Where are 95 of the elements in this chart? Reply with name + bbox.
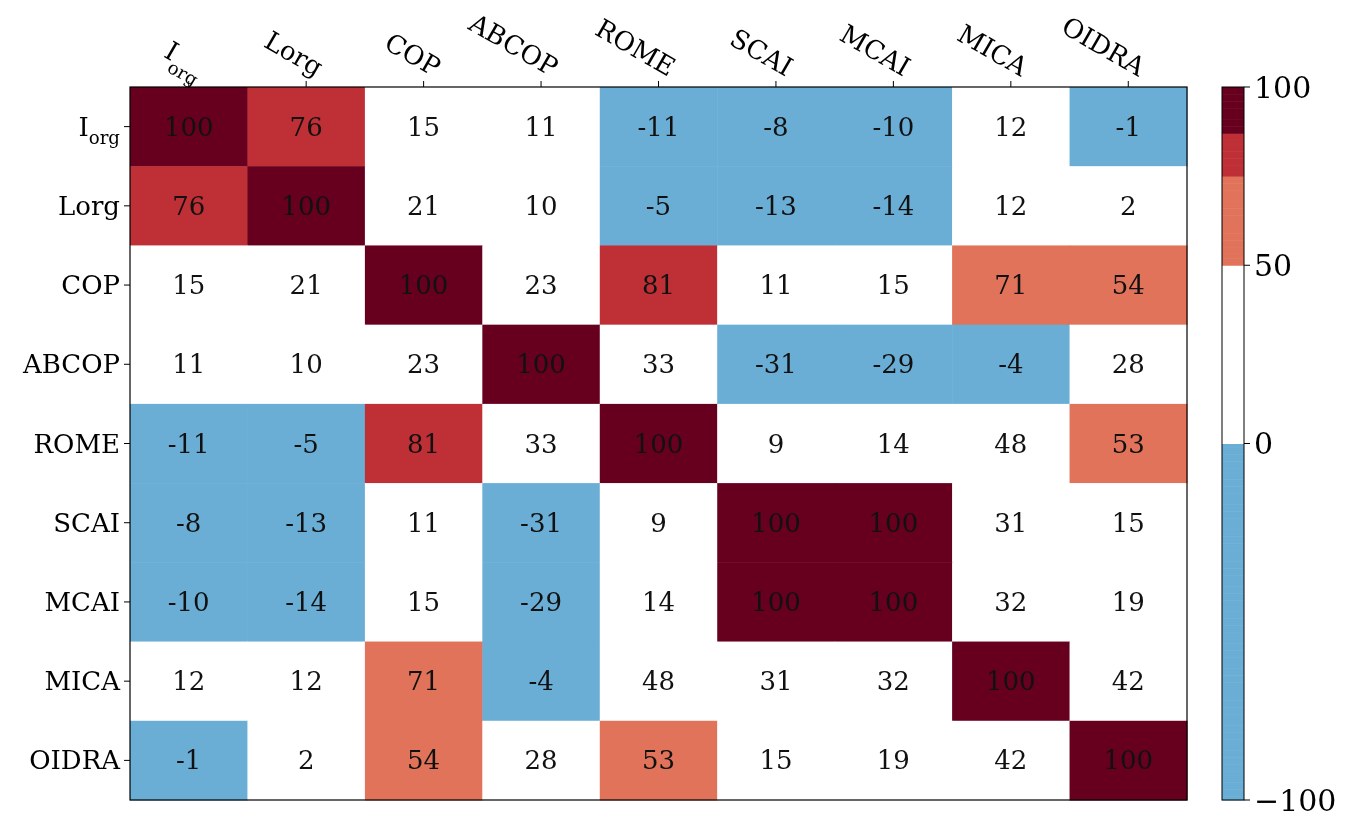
data-label: -4 [528, 666, 554, 697]
data-label: 19 [876, 745, 910, 776]
data-label: 81 [641, 270, 676, 301]
data-label: 33 [524, 428, 558, 459]
data-label: 2 [297, 745, 315, 776]
data-label: 31 [759, 666, 793, 697]
data-label: 12 [289, 666, 323, 697]
data-label: 32 [994, 586, 1028, 617]
color-bar-label: 100 [1254, 69, 1312, 105]
data-label: 100 [868, 586, 919, 617]
data-label: -13 [285, 507, 328, 538]
data-label: 100 [398, 270, 449, 301]
y-tick-label: Lorg [58, 190, 120, 221]
data-label: 15 [407, 111, 441, 142]
data-label: 71 [407, 666, 441, 697]
data-label: 28 [1111, 349, 1145, 380]
data-label: 32 [876, 666, 910, 697]
y-tick-label: I$_{org}$ [78, 111, 121, 148]
data-label: -31 [755, 349, 797, 380]
data-label: 54 [1111, 270, 1145, 301]
data-label: 2 [1120, 190, 1137, 221]
data-label: 48 [994, 428, 1028, 459]
data-label: 14 [876, 428, 910, 459]
data-label: 71 [994, 270, 1028, 301]
data-label: -8 [763, 111, 789, 142]
data-label: 11 [407, 507, 441, 538]
data-label: 31 [994, 507, 1028, 538]
data-label: -4 [998, 349, 1024, 380]
color-bar-label: 0 [1254, 426, 1274, 461]
data-label: 10 [524, 190, 558, 221]
data-label: 100 [751, 507, 801, 538]
data-label: 53 [1111, 428, 1145, 459]
data-label: -13 [755, 190, 797, 221]
data-label: 53 [641, 745, 676, 776]
data-label: 76 [172, 190, 206, 221]
data-label: -29 [872, 349, 915, 380]
data-label: 81 [407, 428, 441, 459]
data-label: -1 [1115, 111, 1141, 142]
data-label: 15 [407, 586, 441, 617]
data-label: 9 [767, 428, 785, 459]
data-label: 21 [407, 190, 441, 221]
data-label: 100 [751, 586, 801, 617]
data-label: 100 [868, 507, 919, 538]
data-label: 48 [641, 666, 676, 697]
y-tick-label: MICA [44, 666, 122, 697]
y-tick-label: ROME [33, 428, 120, 459]
data-label: -29 [520, 586, 562, 617]
y-tick-label: COP [61, 270, 120, 301]
data-label: 100 [986, 666, 1036, 697]
data-label: 12 [994, 190, 1028, 221]
data-label: 100 [516, 349, 566, 380]
data-label: 12 [172, 666, 206, 697]
data-label: 23 [524, 270, 558, 301]
data-label: 42 [994, 745, 1028, 776]
data-label: 100 [1103, 745, 1154, 776]
data-label: 19 [1111, 586, 1145, 617]
data-label: -5 [293, 428, 319, 459]
x-tick-label: COP [379, 26, 446, 83]
color-bar-label: −100 [1254, 782, 1337, 818]
data-label: 15 [876, 270, 910, 301]
data-label: -5 [645, 190, 672, 221]
data-label: -11 [167, 428, 210, 459]
data-label: 12 [994, 111, 1028, 142]
data-label: 15 [172, 270, 206, 301]
data-label: 23 [407, 349, 441, 380]
y-tick-label: MCAI [44, 586, 120, 617]
data-label: 21 [289, 270, 323, 301]
color-bar-label: 50 [1254, 247, 1293, 283]
data-label: 54 [407, 745, 441, 776]
data-label: -31 [520, 507, 562, 538]
y-tick-label: ABCOP [21, 349, 120, 380]
data-label: 15 [1111, 507, 1145, 538]
data-label: -11 [637, 111, 680, 142]
data-label: 11 [524, 111, 558, 142]
data-label: 14 [641, 586, 676, 617]
data-label: -14 [872, 190, 915, 221]
data-label: 28 [524, 745, 558, 776]
data-label: 10 [289, 349, 323, 380]
data-label: 42 [1111, 666, 1145, 697]
data-label: 100 [281, 190, 331, 221]
data-label: 76 [289, 111, 323, 142]
data-label: 100 [633, 428, 684, 459]
data-label: 100 [163, 111, 214, 142]
data-label: 11 [172, 349, 206, 380]
data-label: -8 [176, 507, 202, 538]
y-tick-label: SCAI [53, 507, 120, 538]
data-label: 9 [650, 507, 667, 538]
data-label: 11 [759, 270, 793, 301]
data-label: 15 [759, 745, 793, 776]
data-label: -10 [872, 111, 915, 142]
data-label: 33 [641, 349, 676, 380]
data-label: -1 [176, 745, 202, 776]
data-label: -14 [285, 586, 328, 617]
data-label: -10 [167, 586, 210, 617]
y-tick-label: OIDRA [29, 745, 122, 776]
